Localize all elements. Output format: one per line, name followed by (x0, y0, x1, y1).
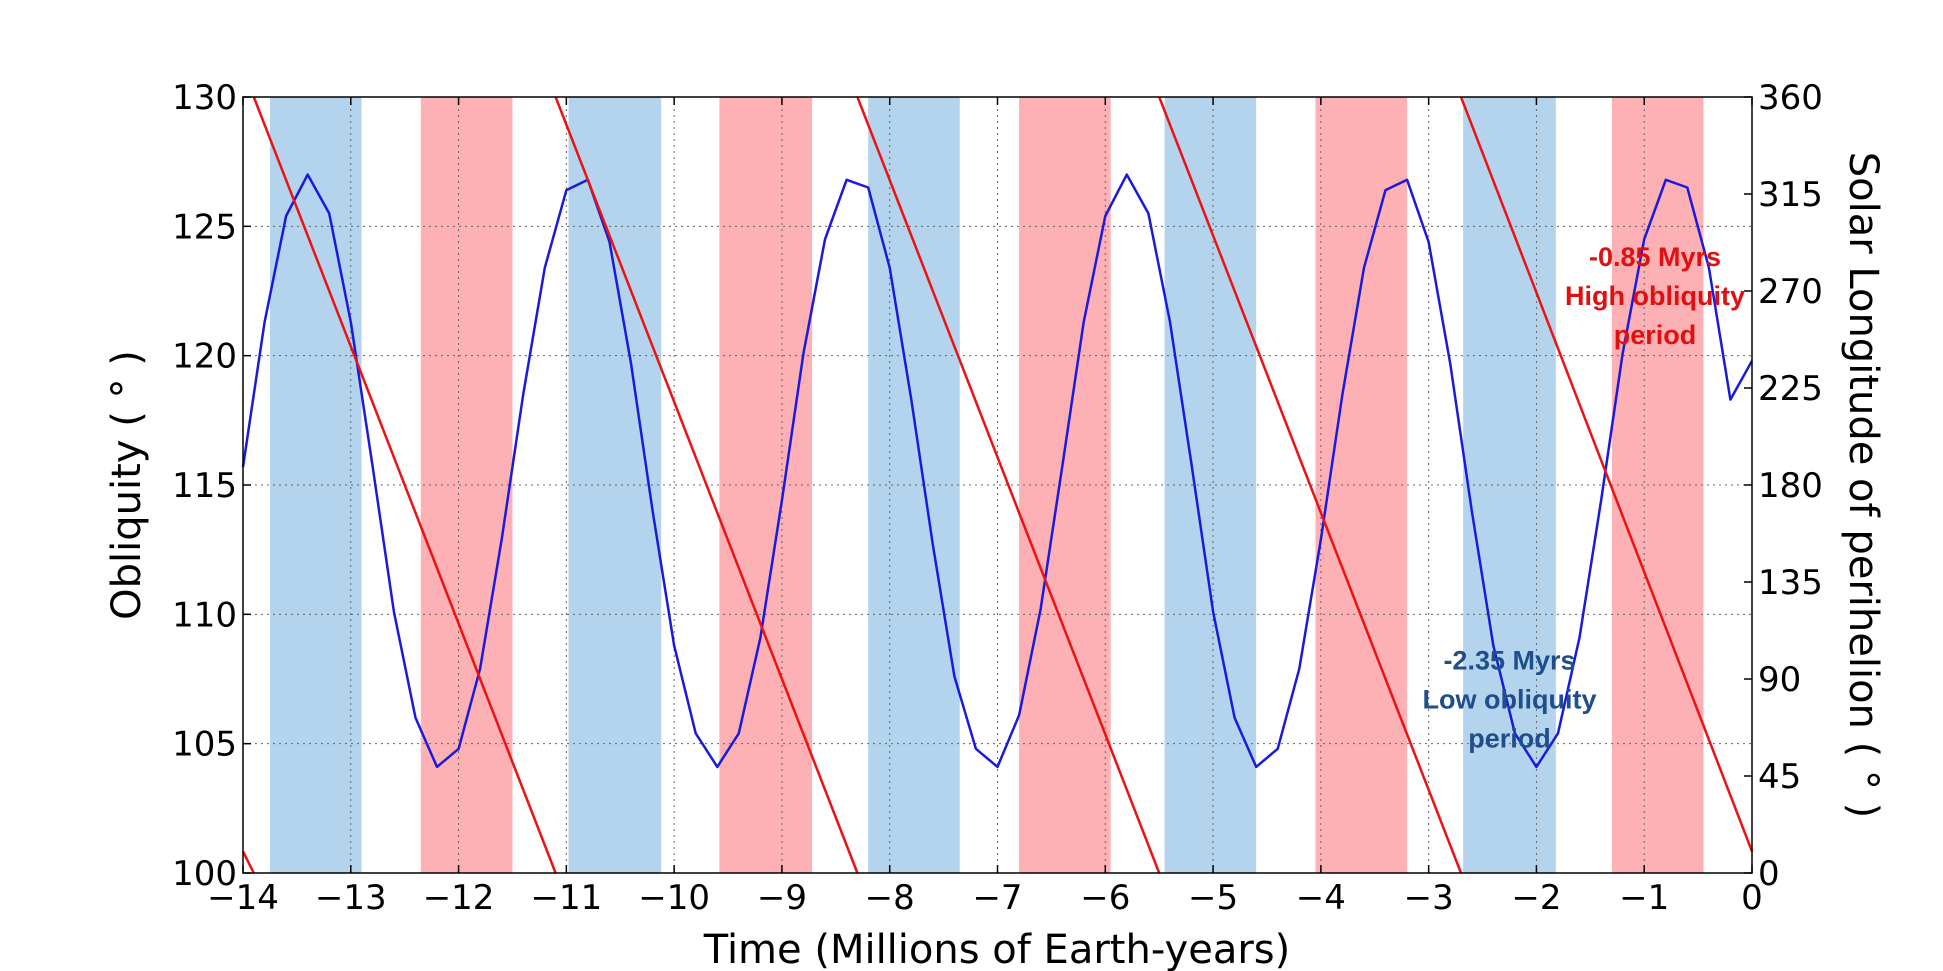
y-tick-label: 130 (172, 78, 237, 118)
x-tick-label: −2 (1511, 878, 1561, 918)
y2-tick-label: 270 (1758, 272, 1823, 312)
x-tick-label: −5 (1188, 878, 1238, 918)
x-tick-label: 0 (1741, 878, 1763, 918)
x-tick-label: −8 (865, 878, 915, 918)
y2-tick-label: 360 (1758, 78, 1823, 118)
y-tick-label: 100 (172, 854, 237, 894)
x-tick-label: −13 (315, 878, 387, 918)
y-tick-label: 120 (172, 337, 237, 377)
y-axis-ticks: 100 105 110 115 120 125 130 (172, 78, 251, 894)
x-tick-label: −4 (1296, 878, 1346, 918)
perihelion-line-segment-1 (252, 96, 557, 874)
y2-axis-label: Solar Longitude of perihelion ( ° ) (1840, 152, 1886, 819)
x-tick-label: −9 (757, 878, 807, 918)
x-tick-label: −7 (972, 878, 1022, 918)
perihelion-line-segment-3 (856, 96, 1161, 874)
y2-tick-label: 315 (1758, 175, 1823, 215)
y-tick-label: 125 (172, 207, 237, 247)
y-axis-label: Obliquity ( ° ) (104, 350, 150, 620)
annotation-0-line-2: period (1614, 320, 1697, 350)
annotation-1-line-2: period (1468, 724, 1551, 754)
y2-tick-label: 90 (1758, 660, 1801, 700)
x-tick-label: −12 (423, 878, 495, 918)
annotation-0-line-1: High obliquity (1565, 281, 1745, 311)
x-tick-label: −6 (1080, 878, 1130, 918)
shaded-span-low-4 (868, 97, 960, 873)
y-tick-label: 115 (172, 466, 237, 506)
annotations: -0.85 Myrs High obliquity period -2.35 Myrs… (1422, 242, 1744, 754)
annotation-1-line-1: Low obliquity (1422, 685, 1596, 715)
y2-tick-label: 45 (1758, 757, 1801, 797)
annotation-1-line-0: -2.35 Myrs (1443, 646, 1575, 676)
shaded-span-high-9 (1611, 97, 1704, 873)
x-axis-ticks: −14 −13 −12 −11 −10 −9 −8 −7 −6 −5 −4 −3 −2 −1 0 (207, 97, 1763, 918)
y-tick-label: 110 (172, 595, 237, 635)
x-tick-label: −14 (207, 878, 279, 918)
y2-tick-label: 0 (1758, 854, 1780, 894)
perihelion-line-segment-2 (554, 96, 859, 874)
x-tick-label: −1 (1619, 878, 1669, 918)
shaded-span-low-2 (568, 97, 662, 873)
y2-tick-label: 225 (1758, 369, 1823, 409)
x-tick-label: −3 (1404, 878, 1454, 918)
y2-tick-label: 135 (1758, 563, 1823, 603)
obliquity-line (241, 173, 1754, 769)
y-tick-label: 105 (172, 725, 237, 765)
perihelion-line-segment-4 (1158, 96, 1463, 874)
x-tick-label: −10 (638, 878, 710, 918)
x-tick-label: −11 (530, 878, 602, 918)
annotation-0-line-0: -0.85 Myrs (1589, 242, 1721, 272)
x-axis-label: Time (Millions of Earth-years) (703, 927, 1291, 971)
series-lines (241, 96, 1754, 874)
y2-axis-ticks: 0 45 90 135 180 225 270 315 360 (1744, 78, 1823, 894)
y2-tick-label: 180 (1758, 466, 1823, 506)
perihelion-line-segment-5 (1459, 96, 1754, 852)
perihelion-line-segment-0 (241, 850, 255, 874)
